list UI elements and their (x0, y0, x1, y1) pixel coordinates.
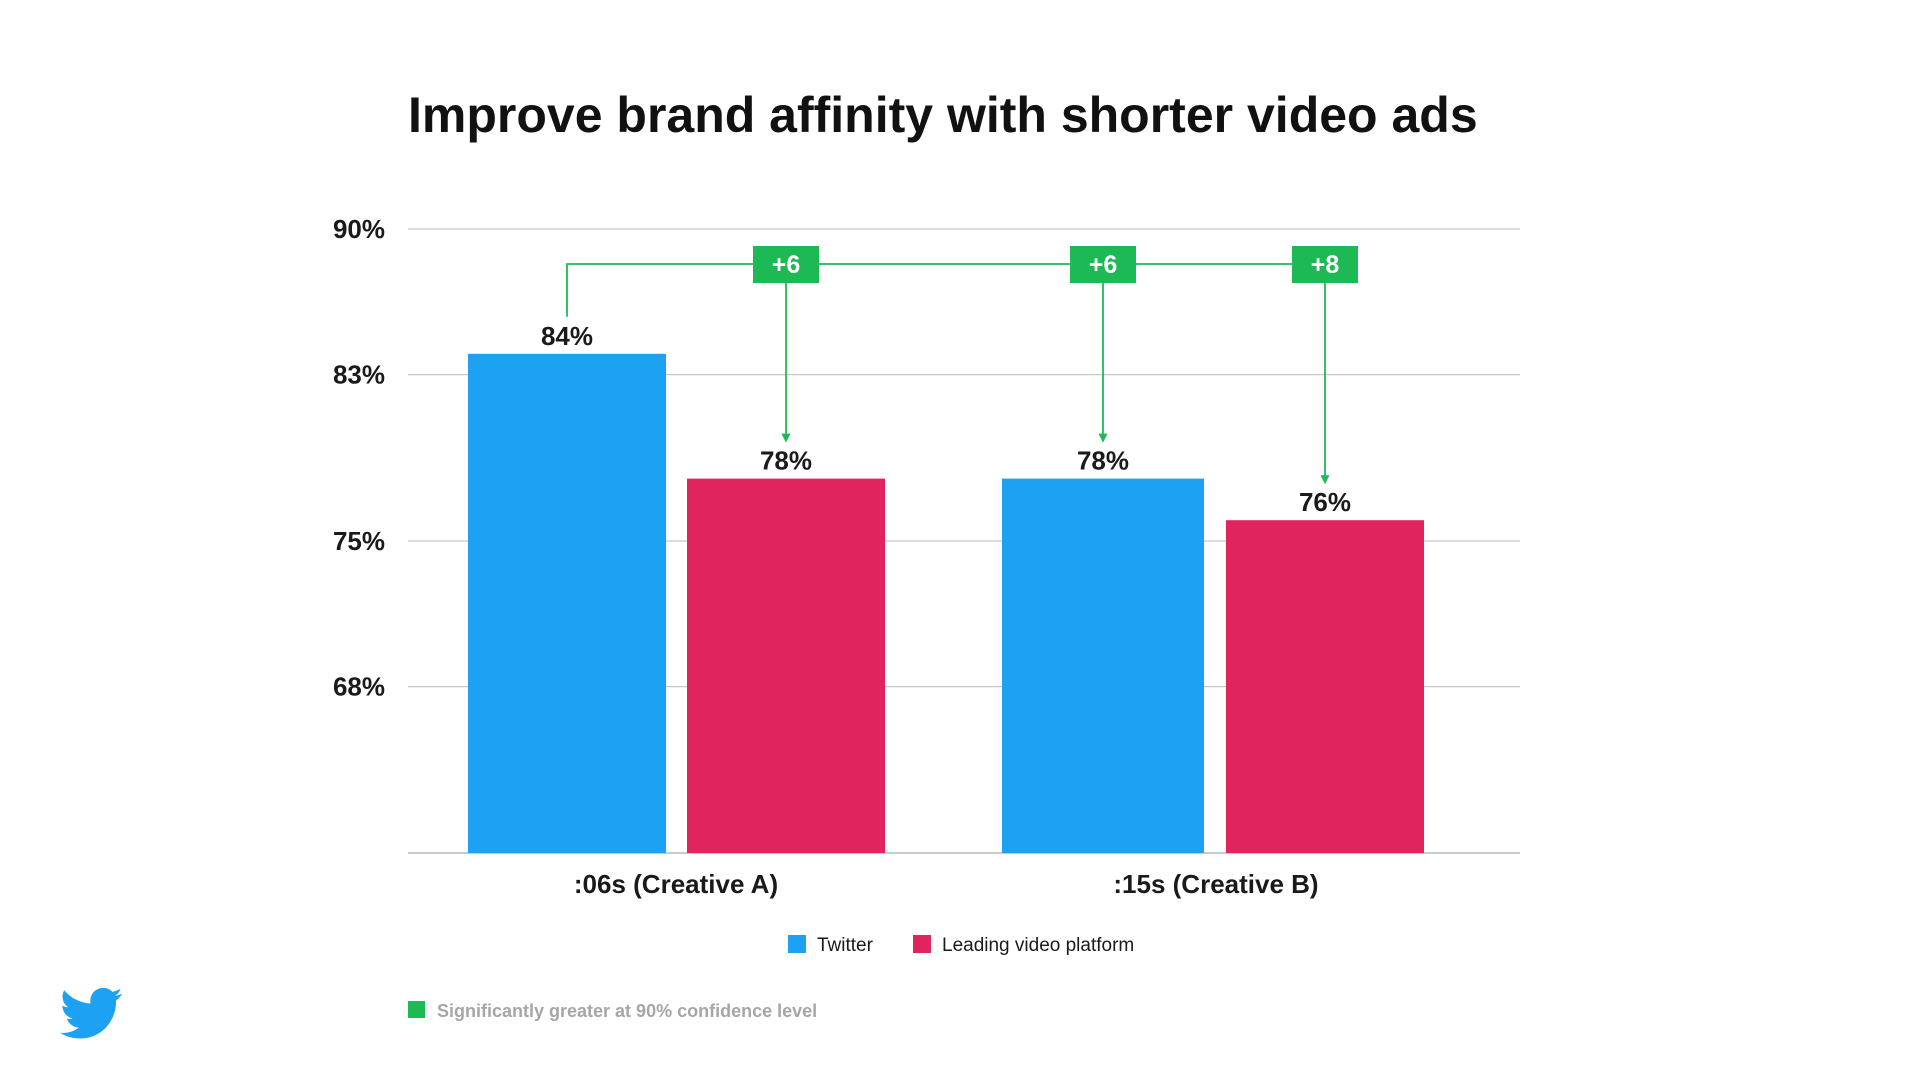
bars-layer (468, 353, 1424, 853)
significance-badge (1292, 246, 1358, 283)
significance-connector (566, 263, 1325, 317)
chart-title: Improve brand affinity with shorter vide… (408, 87, 1478, 143)
bar (1226, 520, 1424, 853)
significance-badge (753, 246, 819, 283)
data-label: 76% (1299, 487, 1351, 517)
data-label: 78% (760, 446, 812, 476)
arrowhead-icon (781, 433, 791, 443)
x-tick-label: :06s (Creative A) (574, 869, 778, 899)
bar (687, 478, 885, 853)
legend: Twitter Leading video platform (788, 935, 1134, 956)
arrowhead-icon (1098, 433, 1108, 443)
labels-layer: 84% 78% :06s (Creative A) 78% 76% :15s (Creat… (541, 321, 1351, 899)
significance-badge-label: +8 (1311, 251, 1340, 279)
significance-badge-label: +6 (772, 251, 801, 279)
significance-badge-label: +6 (1089, 251, 1118, 279)
data-label: 78% (1077, 446, 1129, 476)
y-tick-label: 90% (333, 214, 385, 244)
legend-swatch-platform (913, 935, 931, 953)
footnote-text: Significantly greater at 90% confidence … (437, 1001, 817, 1021)
twitter-bird-icon (60, 987, 123, 1039)
footnote: Significantly greater at 90% confidence … (408, 1001, 817, 1021)
legend-label-twitter: Twitter (817, 935, 874, 956)
y-tick-label: 75% (333, 526, 385, 556)
arrowhead-icon (1320, 475, 1330, 485)
bar (1002, 478, 1204, 853)
data-label: 84% (541, 321, 593, 351)
y-tick-label: 83% (333, 360, 385, 390)
significance-swatch (408, 1001, 425, 1018)
significance-annotations: +6 +6 +8 (566, 246, 1358, 485)
legend-swatch-twitter (788, 935, 806, 953)
x-tick-label: :15s (Creative B) (1113, 869, 1318, 899)
y-tick-label: 68% (333, 672, 385, 702)
legend-label-platform: Leading video platform (942, 935, 1134, 956)
significance-badge (1070, 246, 1136, 283)
bar (468, 353, 666, 853)
